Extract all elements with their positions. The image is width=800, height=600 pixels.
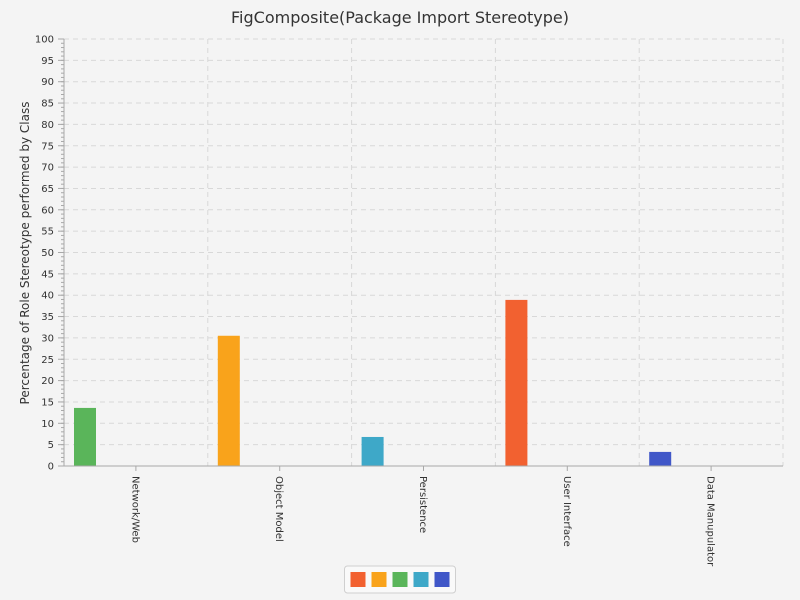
legend-swatch[interactable] — [434, 572, 450, 587]
y-tick-label: 90 — [41, 77, 54, 88]
bar[interactable] — [361, 436, 384, 466]
y-tick-label: 95 — [41, 56, 54, 67]
y-tick-label: 0 — [48, 462, 54, 473]
x-tick-label: Data Manupulator — [705, 476, 716, 567]
y-tick-label: 65 — [41, 184, 54, 195]
bar[interactable] — [74, 407, 96, 466]
legend-swatch[interactable] — [392, 572, 408, 587]
y-tick-label: 80 — [41, 120, 54, 131]
grid — [64, 38, 784, 466]
y-tick-label: 5 — [48, 440, 54, 451]
y-tick-label: 70 — [41, 163, 54, 174]
y-tick-label: 60 — [41, 205, 54, 216]
y-tick-label: 30 — [41, 333, 54, 344]
chart-title: FigComposite(Package Import Stereotype) — [231, 8, 569, 27]
legend-swatch[interactable] — [350, 572, 366, 587]
legend-swatch[interactable] — [413, 572, 429, 587]
y-tick-label: 85 — [41, 99, 54, 110]
axes: 0 5 10 15 20 25 30 35 40 45 50 55 60 65 70 75 80 85 90 95 10… — [35, 35, 783, 567]
y-tick-label: 45 — [41, 269, 54, 280]
y-tick-label: 50 — [41, 248, 54, 259]
x-tick-label: Object Model — [273, 476, 284, 542]
legend-swatch[interactable] — [371, 572, 387, 587]
bars — [74, 299, 672, 466]
y-tick-label: 75 — [41, 141, 54, 152]
y-tick-label: 10 — [41, 419, 54, 430]
x-tick-label: Persistence — [417, 476, 428, 533]
y-tick-label: 35 — [41, 312, 54, 323]
bar[interactable] — [505, 299, 528, 466]
y-tick-label: 25 — [41, 355, 54, 366]
y-tick-label: 100 — [35, 35, 54, 46]
y-tick-label: 20 — [41, 376, 54, 387]
x-tick-label: User Interface — [561, 476, 572, 547]
y-axis-label: Percentage of Role Stereotype performed … — [18, 102, 32, 405]
y-tick-label: 55 — [41, 227, 54, 238]
x-tick-label: Network/Web — [129, 476, 140, 543]
y-tick-label: 40 — [41, 291, 54, 302]
bar[interactable] — [217, 335, 240, 466]
legend[interactable] — [344, 565, 456, 594]
y-tick-label: 15 — [41, 397, 54, 408]
bar[interactable] — [649, 451, 672, 466]
